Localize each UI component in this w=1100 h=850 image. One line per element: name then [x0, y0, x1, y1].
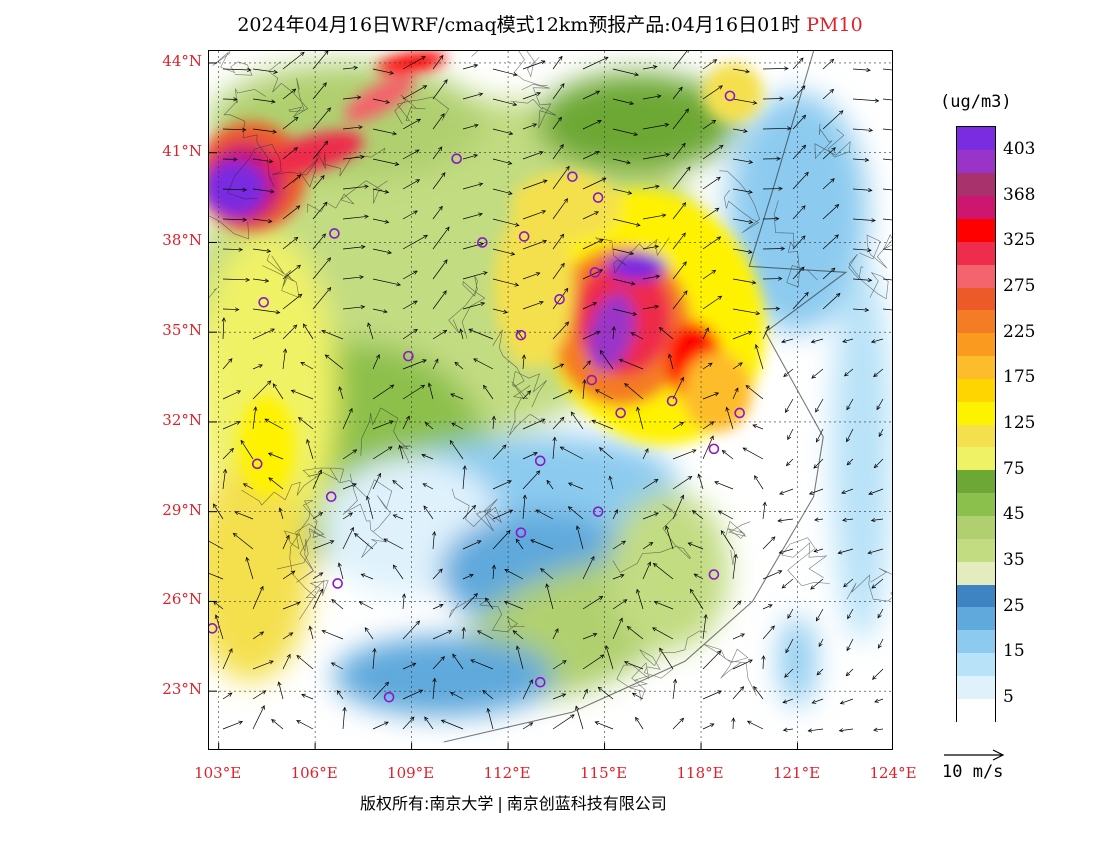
city-marker — [592, 506, 604, 517]
city-marker — [534, 455, 546, 467]
colorbar-swatch — [957, 218, 995, 242]
city-marker — [329, 228, 340, 239]
lat-label: 44°N — [162, 51, 202, 70]
colorbar-swatch — [957, 355, 995, 379]
colorbar-swatch — [957, 424, 995, 448]
city-marker — [251, 458, 263, 470]
colorbar-swatch — [957, 264, 995, 288]
colorbar-swatch — [957, 652, 995, 676]
city-marker — [258, 296, 269, 308]
colorbar-swatch — [957, 629, 995, 654]
lon-label: 109°E — [387, 764, 435, 782]
copyright-owner: 版权所有:南京大学 — [360, 794, 494, 813]
city-marker — [332, 578, 343, 589]
province-boundaries — [209, 51, 892, 743]
lat-label: 32°N — [162, 410, 202, 429]
colorbar-swatch — [957, 583, 995, 608]
colorbar-swatch — [957, 492, 995, 516]
colorbar — [956, 126, 996, 722]
colorbar-label: 175 — [1003, 367, 1036, 388]
city-marker — [518, 231, 530, 242]
map-canvas — [209, 51, 892, 749]
colorbar-swatch — [957, 378, 995, 402]
colorbar-swatch — [957, 309, 995, 334]
colorbar-swatch — [957, 332, 995, 357]
colorbar-swatch — [957, 561, 995, 585]
lon-label: 118°E — [676, 764, 724, 782]
city-marker — [403, 350, 414, 362]
colorbar-swatch — [957, 675, 995, 699]
colorbar-swatch — [957, 401, 995, 425]
colorbar-label: 5 — [1003, 687, 1014, 708]
city-marker — [589, 267, 601, 278]
lat-label: 23°N — [162, 680, 202, 699]
city-marker — [515, 527, 527, 538]
colorbar-label: 403 — [1003, 138, 1036, 159]
lat-label: 38°N — [162, 231, 202, 250]
colorbar-swatch — [957, 172, 995, 197]
city-marker — [554, 293, 565, 305]
colorbar-swatch — [957, 606, 995, 631]
city-marker — [325, 491, 337, 503]
colorbar-swatch — [957, 515, 995, 539]
colorbar-swatch — [957, 698, 995, 722]
colorbar-label: 125 — [1003, 413, 1036, 433]
title-main: 2024年04月16日WRF/cmaq模式12km预报产品:04月16日01时 — [237, 14, 801, 36]
wind-reference-label: 10 m/s — [942, 762, 1004, 782]
colorbar-unit: (ug/m3) — [940, 92, 1012, 112]
map-title: 2024年04月16日WRF/cmaq模式12km预报产品:04月16日01时 P… — [0, 10, 1100, 37]
city-marker — [708, 569, 720, 580]
colorbar-label: 35 — [1003, 550, 1025, 571]
city-marker — [708, 443, 720, 455]
copyright-partner: 南京创蓝科技有限公司 — [506, 794, 667, 813]
city-marker — [534, 676, 546, 688]
city-marker — [209, 623, 218, 634]
city-marker — [383, 691, 395, 703]
colorbar-swatch — [957, 446, 995, 471]
lon-label: 124°E — [869, 764, 917, 782]
title-pollutant: PM10 — [806, 14, 863, 36]
copyright-separator: | — [497, 794, 503, 813]
wind-reference-arrow — [944, 749, 1005, 761]
lon-label: 103°E — [194, 764, 242, 782]
colorbar-label: 75 — [1003, 458, 1025, 479]
colorbar-swatch — [957, 286, 995, 311]
colorbar-swatch — [957, 127, 995, 151]
colorbar-swatch — [957, 149, 995, 174]
city-marker — [666, 395, 678, 407]
city-marker — [592, 192, 604, 203]
colorbar-label: 325 — [1003, 230, 1036, 251]
copyright: 版权所有:南京大学 | 南京创蓝科技有限公司 — [360, 790, 667, 814]
city-marker — [567, 171, 578, 182]
colorbar-label: 368 — [1003, 184, 1036, 205]
lat-label: 35°N — [162, 321, 202, 340]
colorbar-swatch — [957, 469, 995, 494]
city-marker — [724, 90, 736, 102]
colorbar-swatch — [957, 538, 995, 562]
lat-label: 26°N — [162, 590, 202, 609]
colorbar-label: 45 — [1003, 504, 1025, 525]
lon-label: 112°E — [483, 764, 531, 782]
city-marker — [615, 407, 626, 419]
graticule — [209, 51, 892, 749]
colorbar-label: 225 — [1003, 321, 1036, 342]
lon-label: 121°E — [772, 764, 821, 782]
lat-label: 41°N — [162, 141, 202, 160]
city-marker — [586, 374, 597, 386]
colorbar-label: 25 — [1003, 595, 1025, 616]
colorbar-swatch — [957, 241, 995, 265]
lat-label: 29°N — [162, 500, 202, 519]
city-marker — [734, 407, 745, 419]
concentration-map — [208, 50, 893, 750]
colorbar-label: 15 — [1003, 641, 1025, 662]
wind-vectors — [209, 51, 892, 733]
lon-label: 115°E — [580, 764, 628, 782]
city-marker — [477, 237, 488, 248]
lon-label: 106°E — [290, 764, 338, 782]
city-marker — [515, 329, 527, 341]
city-markers — [209, 90, 745, 703]
city-marker — [451, 153, 462, 164]
colorbar-label: 275 — [1003, 275, 1036, 296]
colorbar-swatch — [957, 195, 995, 219]
